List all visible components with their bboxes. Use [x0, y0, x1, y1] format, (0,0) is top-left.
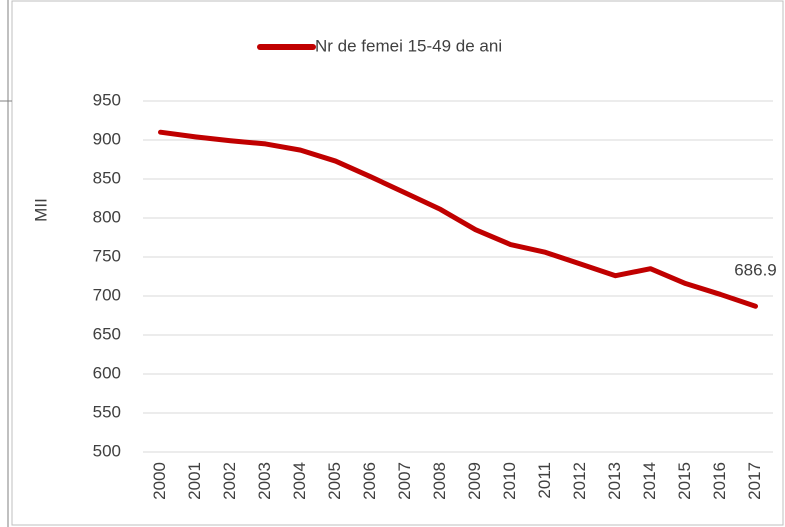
y-tick-label: 900 [93, 129, 121, 148]
x-tick-label: 2017 [745, 462, 764, 500]
y-tick-label: 950 [93, 90, 121, 109]
x-tick-label: 2000 [150, 462, 169, 500]
y-tick-label: 650 [93, 324, 121, 343]
data-label: 686.9 [734, 261, 777, 280]
x-tick-label: 2005 [325, 462, 344, 500]
x-tick-label: 2006 [360, 462, 379, 500]
x-tick-label: 2013 [605, 462, 624, 500]
legend-label: Nr de femei 15-49 de ani [315, 36, 502, 55]
y-tick-label: 500 [93, 441, 121, 460]
y-tick-label: 800 [93, 207, 121, 226]
x-tick-label: 2012 [570, 462, 589, 500]
x-tick-label: 2001 [185, 462, 204, 500]
x-tick-label: 2009 [465, 462, 484, 500]
y-tick-label: 550 [93, 402, 121, 421]
x-tick-label: 2011 [535, 462, 554, 499]
x-tick-label: 2007 [395, 462, 414, 500]
chart-frame [11, 0, 784, 526]
series-line [158, 129, 758, 309]
x-tick-label: 2002 [220, 462, 239, 500]
y-axis-label: MII [31, 198, 50, 222]
x-tick-label: 2016 [710, 462, 729, 500]
y-tick-label: 750 [93, 246, 121, 265]
y-tick-label: 850 [93, 168, 121, 187]
x-tick-label: 2014 [640, 462, 659, 500]
x-tick-label: 2010 [500, 462, 519, 500]
x-tick-label: 2015 [675, 462, 694, 500]
x-tick-label: 2004 [290, 462, 309, 500]
y-tick-label: 600 [93, 363, 121, 382]
y-tick-label: 700 [93, 285, 121, 304]
x-tick-label: 2008 [430, 462, 449, 500]
x-tick-label: 2003 [255, 462, 274, 500]
